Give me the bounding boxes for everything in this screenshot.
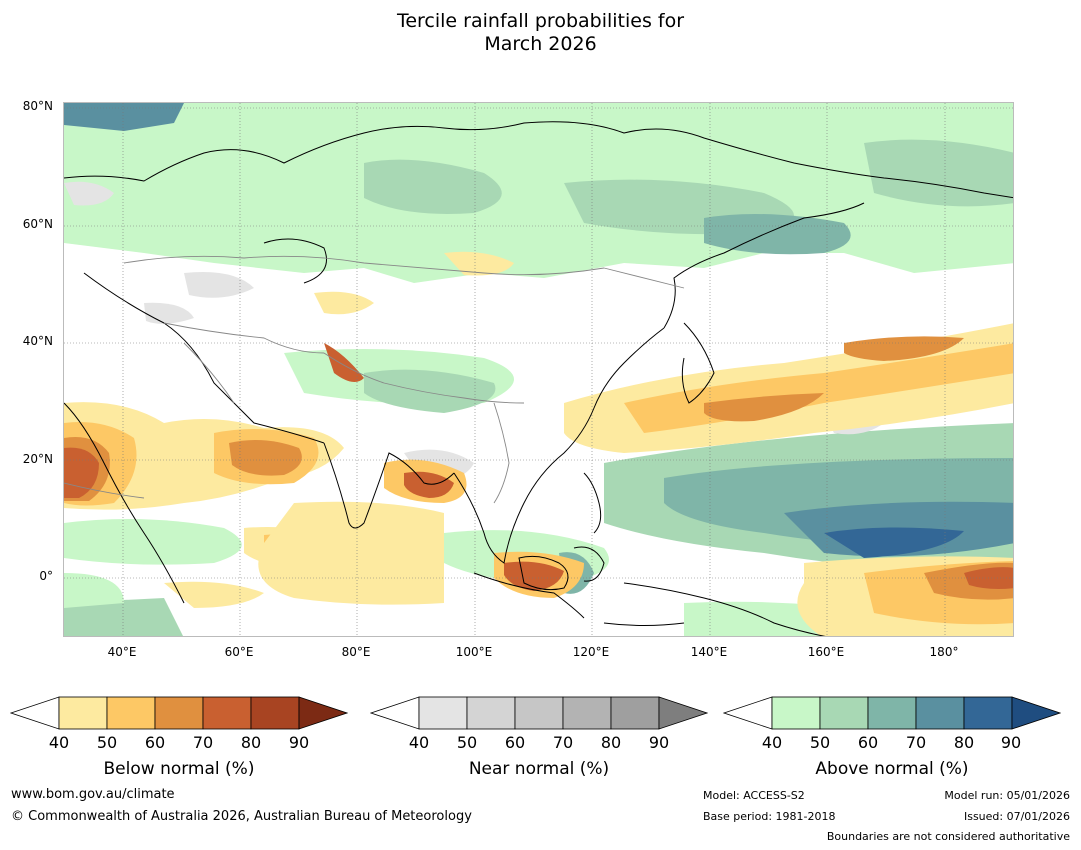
lon-label-120e: 120°E (572, 645, 610, 659)
legend-above-swatch-80 (963, 696, 1013, 730)
legend-below-swatch-70 (202, 696, 252, 730)
legend-below-tick-50: 50 (96, 733, 118, 752)
legend-above-tick-60: 60 (857, 733, 879, 752)
legend-below-tick-90: 90 (288, 733, 310, 752)
legend-near-colorbar (370, 696, 708, 730)
lat-label-20n: 20°N (22, 452, 53, 466)
copyright-text: © Commonwealth of Australia 2026, Austra… (11, 809, 472, 824)
legend-near-swatch-60 (514, 696, 564, 730)
coastlines (64, 121, 1013, 636)
legend-below-tick-60: 60 (144, 733, 166, 752)
above-normal-regions (64, 103, 1013, 636)
legend-near-tick-60: 60 (504, 733, 526, 752)
legend-near-tick-70: 70 (552, 733, 574, 752)
legend-below-swatch-50 (106, 696, 156, 730)
lon-label-180: 180° (929, 645, 959, 659)
model-run-text: Model run: 05/01/2026 (944, 789, 1070, 802)
graticule (64, 103, 1013, 636)
legend-near-swatch-70 (562, 696, 612, 730)
legend-above-tick-80: 80 (953, 733, 975, 752)
lon-label-160e: 160°E (807, 645, 845, 659)
title-line-1: Tercile rainfall probabilities for (396, 10, 685, 32)
legend-near-tick-90: 90 (648, 733, 670, 752)
legend-above-tick-40: 40 (761, 733, 783, 752)
legend-near-title: Near normal (%) (468, 759, 610, 779)
lat-label-80n: 80°N (22, 99, 53, 113)
legend-below-tick-40: 40 (48, 733, 70, 752)
legend-above-title: Above normal (%) (815, 759, 969, 779)
legend-below-normal (10, 696, 348, 730)
legend-below-swatch-80 (250, 696, 300, 730)
legend-below-tick-80: 80 (240, 733, 262, 752)
legend-near-swatch-40 (418, 696, 468, 730)
legend-above-swatch-under (723, 696, 773, 730)
legend-above-swatch-50 (819, 696, 869, 730)
country-borders (64, 255, 685, 504)
legend-above-swatch-90 (1011, 696, 1061, 730)
legend-near-tick-40: 40 (408, 733, 430, 752)
legend-near-normal (370, 696, 708, 730)
legend-below-swatch-90 (298, 696, 348, 730)
base-period-text: Base period: 1981-2018 (703, 810, 836, 823)
lon-label-100e: 100°E (455, 645, 493, 659)
lat-label-60n: 60°N (22, 217, 53, 231)
lon-label-140e: 140°E (690, 645, 728, 659)
map-svg (64, 103, 1013, 636)
legend-near-tick-80: 80 (600, 733, 622, 752)
legend-above-tick-50: 50 (809, 733, 831, 752)
legend-below-colorbar (10, 696, 348, 730)
legend-below-swatch-60 (154, 696, 204, 730)
model-text: Model: ACCESS-S2 (703, 789, 805, 802)
lat-label-0: 0° (39, 569, 53, 583)
chart-title: Tercile rainfall probabilities for March… (0, 10, 1081, 56)
legend-above-tick-70: 70 (905, 733, 927, 752)
legend-near-swatch-50 (466, 696, 516, 730)
legend-near-swatch-90 (658, 696, 708, 730)
legend-below-title: Below normal (%) (103, 759, 255, 779)
lat-label-40n: 40°N (22, 334, 53, 348)
lon-label-40e: 40°E (107, 645, 137, 659)
forecast-map (63, 102, 1014, 637)
legend-above-colorbar (723, 696, 1061, 730)
issued-text: Issued: 07/01/2026 (963, 810, 1070, 823)
legend-below-tick-70: 70 (192, 733, 214, 752)
lon-label-60e: 60°E (224, 645, 254, 659)
legend-above-swatch-60 (867, 696, 917, 730)
legend-below-swatch-40 (58, 696, 108, 730)
legend-below-swatch-under (10, 696, 60, 730)
legend-near-swatch-under (370, 696, 420, 730)
disclaimer-text: Boundaries are not considered authoritat… (826, 830, 1070, 843)
legend-above-swatch-70 (915, 696, 965, 730)
legend-above-tick-90: 90 (1000, 733, 1022, 752)
legend-near-swatch-80 (610, 696, 660, 730)
legend-above-normal (723, 696, 1061, 730)
website-link[interactable]: www.bom.gov.au/climate (11, 787, 175, 802)
legend-above-swatch-40 (771, 696, 821, 730)
title-line-2: March 2026 (484, 33, 597, 55)
lon-label-80e: 80°E (341, 645, 371, 659)
legend-near-tick-50: 50 (456, 733, 478, 752)
